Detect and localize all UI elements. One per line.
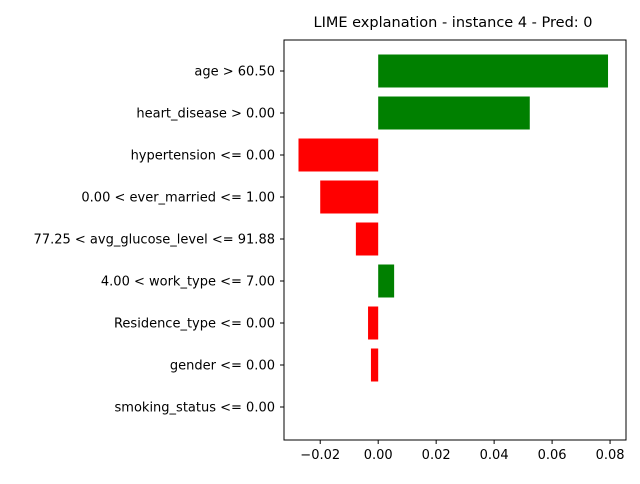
- axes-frame: [283, 39, 627, 441]
- bar-1: [378, 96, 530, 130]
- x-tick-label-1: 0.00: [364, 448, 393, 463]
- bar-2: [298, 138, 379, 172]
- y-tick-label-6: Residence_type <= 0.00: [114, 317, 275, 332]
- y-tick-label-1: heart_disease > 0.00: [136, 107, 275, 122]
- x-tick-label-5: 0.08: [596, 448, 625, 463]
- plot-area: age > 60.50 heart_disease > 0.00 hypertens…: [34, 39, 627, 463]
- bar-0: [378, 54, 609, 88]
- x-tick-label-0: −0.02: [300, 448, 340, 463]
- chart-title: LIME explanation - instance 4 - Pred: 0: [314, 15, 593, 31]
- y-tick-label-4: 77.25 < avg_glucose_level <= 91.88: [34, 233, 275, 248]
- y-tick-label-3: 0.00 < ever_married <= 1.00: [81, 191, 275, 206]
- y-tick-label-8: smoking_status <= 0.00: [115, 401, 275, 416]
- bar-4: [355, 222, 379, 256]
- y-tick-label-5: 4.00 < work_type <= 7.00: [101, 275, 275, 290]
- bar-7: [370, 348, 379, 382]
- bar-5: [378, 264, 395, 298]
- x-tick-label-3: 0.04: [480, 448, 509, 463]
- bar-6: [368, 306, 379, 340]
- y-tick-label-7: gender <= 0.00: [170, 359, 275, 374]
- bar-3: [320, 180, 379, 214]
- x-tick-label-4: 0.06: [538, 448, 567, 463]
- y-tick-label-0: age > 60.50: [194, 65, 275, 80]
- x-tick-label-2: 0.02: [422, 448, 451, 463]
- y-tick-label-2: hypertension <= 0.00: [131, 149, 275, 164]
